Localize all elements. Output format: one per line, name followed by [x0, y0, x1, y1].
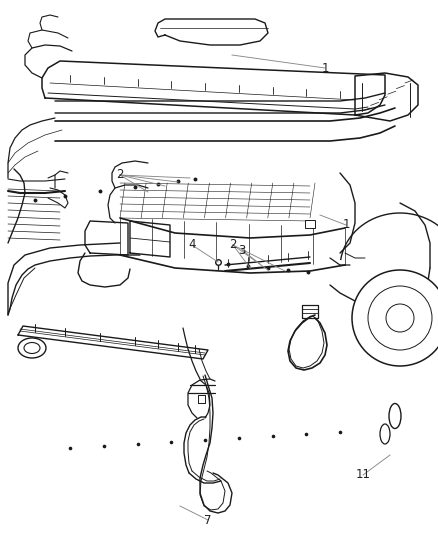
- Text: 2: 2: [116, 168, 124, 182]
- Ellipse shape: [18, 338, 46, 358]
- Ellipse shape: [380, 424, 390, 444]
- Ellipse shape: [368, 286, 432, 350]
- Text: 7: 7: [204, 513, 212, 527]
- Ellipse shape: [389, 403, 401, 429]
- Text: 3: 3: [238, 244, 246, 256]
- Text: 2: 2: [229, 238, 237, 252]
- Text: 1: 1: [342, 219, 350, 231]
- Text: 11: 11: [356, 469, 371, 481]
- Text: 1: 1: [321, 61, 329, 75]
- Ellipse shape: [352, 270, 438, 366]
- FancyBboxPatch shape: [305, 220, 315, 228]
- Ellipse shape: [24, 343, 40, 353]
- Ellipse shape: [386, 304, 414, 332]
- Text: 4: 4: [188, 238, 196, 252]
